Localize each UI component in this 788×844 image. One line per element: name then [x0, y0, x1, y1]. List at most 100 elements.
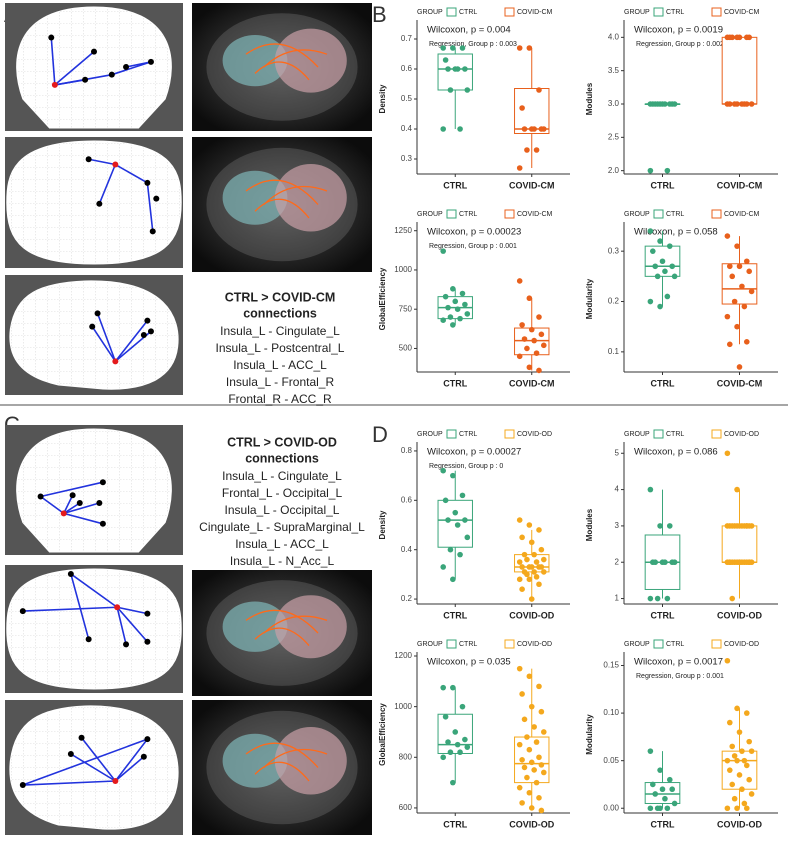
node [51, 81, 58, 88]
data-point [450, 779, 456, 786]
data-point [519, 534, 525, 541]
data-point [533, 739, 540, 745]
connection-line [22, 780, 116, 786]
annotation: Wilcoxon, p = 0.00027 [427, 447, 521, 458]
data-point [669, 263, 676, 270]
data-point [442, 713, 449, 720]
data-point [540, 729, 547, 735]
data-point [736, 772, 743, 778]
annotation: Wilcoxon, p = 0.058 [634, 227, 718, 238]
data-point [654, 273, 661, 280]
data-point [726, 263, 733, 270]
data-point [536, 754, 542, 761]
x-tick-label: CTRL [651, 610, 675, 620]
data-point [652, 791, 659, 797]
data-point [654, 101, 661, 107]
data-point [457, 315, 463, 322]
data-point [741, 800, 748, 807]
node [112, 161, 119, 168]
data-point [540, 569, 547, 575]
data-point [516, 784, 523, 791]
data-point [538, 807, 545, 814]
connection-line [146, 182, 154, 232]
data-point [724, 450, 731, 457]
y-tick-label: 1000 [394, 702, 412, 711]
connection-line [116, 606, 148, 615]
node [149, 228, 156, 235]
annotation: Wilcoxon, p = 0.0017 [634, 657, 723, 668]
x-tick-label: CTRL [651, 819, 675, 829]
annotation: Regression, Group p : 0.001 [636, 673, 724, 680]
node [19, 608, 26, 615]
data-point [729, 743, 736, 750]
connection-item: Insula_L - ACC_L [235, 537, 329, 551]
box-chart: GROUP CTRL COVID-CM Wilcoxon, p = 0.0019 Reg… [585, 7, 778, 190]
data-point [671, 273, 678, 280]
y-tick-label: 750 [399, 304, 413, 313]
brain-outline [6, 140, 182, 265]
y-axis-label: Density [378, 510, 387, 539]
data-point [526, 673, 533, 680]
data-point [440, 126, 447, 132]
data-point [538, 708, 545, 715]
y-tick-label: 0.05 [603, 756, 619, 765]
data-point [526, 746, 533, 753]
data-point [724, 657, 731, 664]
brain-schematic [5, 137, 183, 268]
region-blue [222, 170, 288, 225]
data-point [652, 263, 659, 270]
legend-swatch [504, 429, 515, 439]
data-point [538, 762, 545, 768]
data-point [536, 87, 542, 93]
data-point [536, 581, 542, 588]
data-point [657, 303, 663, 310]
node [67, 570, 74, 577]
legend-swatch [504, 639, 515, 649]
data-point [526, 789, 533, 796]
data-point [726, 341, 733, 348]
legend-label: COVID-CM [517, 9, 553, 16]
legend-title: GROUP [624, 431, 650, 438]
data-point [440, 317, 447, 323]
connection-item: Insula_L - Cingulate_L [222, 469, 342, 483]
data-point [462, 736, 468, 743]
node [140, 753, 147, 760]
data-point [662, 101, 668, 107]
data-point [736, 263, 743, 270]
data-point [452, 298, 459, 305]
data-point [524, 345, 530, 352]
data-point [666, 523, 673, 529]
connections-subtitle: connections [243, 306, 317, 320]
data-point [526, 364, 533, 371]
data-point [442, 57, 449, 63]
connection-line [80, 737, 116, 782]
data-point [647, 167, 654, 174]
data-point [459, 45, 466, 51]
data-point [450, 45, 456, 51]
data-point [724, 757, 731, 764]
data-point [743, 805, 750, 812]
y-tick-label: 0.15 [603, 661, 619, 670]
data-point [729, 781, 736, 788]
y-tick-label: 0.10 [603, 708, 619, 717]
node [78, 734, 85, 741]
data-point [440, 564, 447, 570]
node [85, 636, 92, 643]
y-axis-label: Modules [585, 508, 594, 541]
data-point [442, 497, 449, 504]
data-point [531, 767, 537, 773]
connections-title: CTRL > COVID-OD [227, 435, 337, 449]
x-tick-label: CTRL [443, 378, 467, 388]
annotation: Regression, Group p : 0.003 [429, 41, 517, 48]
y-axis-label: Modularity [585, 278, 594, 319]
x-tick-label: COVID-CM [717, 180, 763, 190]
node [91, 48, 97, 55]
data-point [540, 769, 547, 776]
data-point [524, 774, 530, 781]
connection-line [116, 607, 127, 645]
node [144, 179, 151, 186]
region-blue [222, 35, 288, 87]
connection-line [63, 502, 100, 515]
data-point [726, 767, 733, 773]
